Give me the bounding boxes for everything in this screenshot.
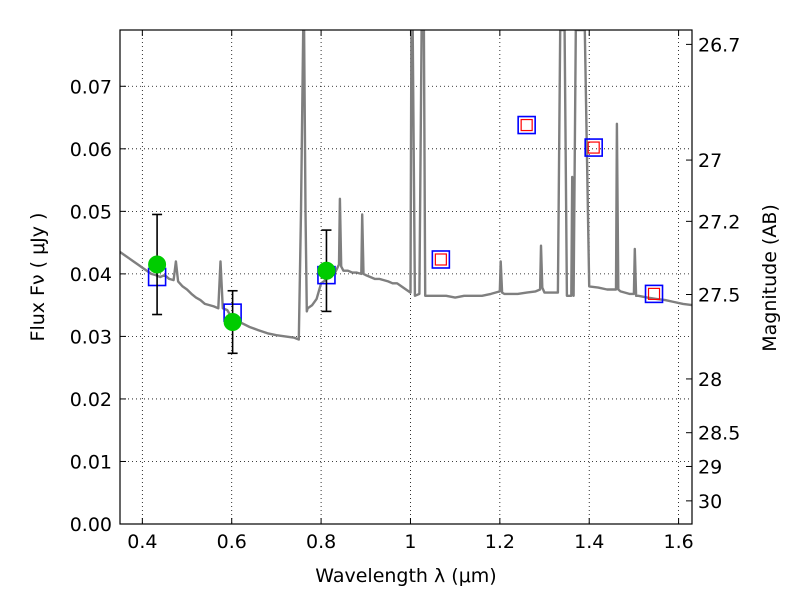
right-axis-label: Magnitude (AB) [759, 204, 781, 352]
right-tick-label: 27.2 [698, 211, 740, 233]
x-tick-label: 0.6 [217, 531, 247, 553]
observed-photometry-point [148, 255, 167, 274]
grid-layer [120, 30, 692, 524]
y-tick-label: 0.00 [70, 514, 112, 536]
right-tick-label: 27 [698, 150, 722, 172]
right-tick-label: 26.7 [698, 34, 740, 56]
marker-layer [147, 115, 664, 355]
model-photometry-square [644, 284, 664, 304]
y-tick-label: 0.06 [70, 139, 112, 161]
x-axis-label: Wavelength λ (μm) [315, 565, 496, 587]
upper-limit-square [647, 287, 661, 300]
model-photometry-square [584, 138, 603, 157]
x-tick-label: 1.4 [574, 531, 604, 553]
plot-frame [119, 29, 693, 525]
upper-limit-square [587, 141, 600, 154]
model-photometry-square [431, 250, 451, 269]
observed-photometry-point [317, 261, 336, 280]
x-tick-label: 1.2 [485, 531, 515, 553]
right-tick-label: 28.5 [698, 423, 740, 445]
spectrum-line [120, 30, 692, 341]
x-tick-label: 1.6 [663, 531, 693, 553]
y-tick-label: 0.03 [70, 326, 112, 348]
spectrum-layer [120, 30, 692, 341]
right-tick-label: 27.5 [698, 285, 740, 307]
y-tick-label: 0.04 [70, 264, 112, 286]
upper-limit-square [520, 118, 533, 132]
right-tick-label: 28 [698, 369, 722, 391]
tick-layer: 0.4 0.6 0.8 1 1.2 1.4 1.6 0.00 0.01 0.02 0.03 0.04 0… [70, 30, 740, 553]
y-tick-label: 0.02 [70, 389, 112, 411]
observed-photometry-point [223, 313, 242, 332]
model-photometry-square [517, 115, 536, 135]
x-tick-label: 1 [404, 531, 416, 553]
x-tick-label: 0.4 [127, 531, 157, 553]
y-tick-label: 0.05 [70, 201, 112, 223]
right-tick-label: 30 [698, 491, 722, 513]
upper-limit-square [434, 253, 447, 266]
y-axis-label: Flux Fν ( μJy ) [27, 213, 49, 342]
y-tick-label: 0.07 [70, 76, 112, 98]
y-tick-label: 0.01 [70, 451, 112, 473]
x-tick-label: 0.8 [306, 531, 336, 553]
right-tick-label: 29 [698, 456, 722, 478]
